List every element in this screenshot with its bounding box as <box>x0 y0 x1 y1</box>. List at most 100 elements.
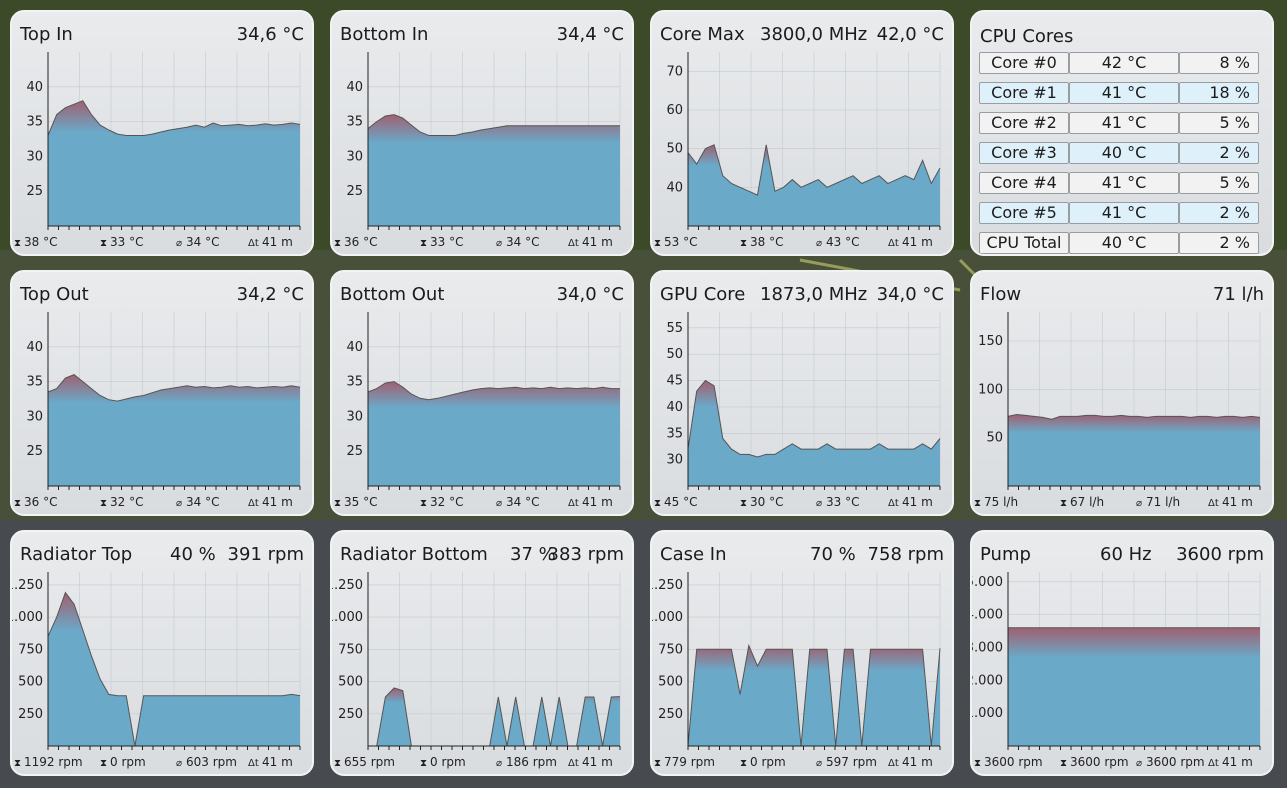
stat-min: 38 °C <box>750 235 783 249</box>
y-tick-label: 150 <box>978 334 1003 349</box>
timespan-icon: Δt <box>888 238 899 249</box>
stat-max: 45 °C <box>664 495 697 509</box>
sensor-chart: 2505007501.0001.250⧗1192 rpm⧗0 rpm⌀603 r… <box>12 572 301 769</box>
panel-header: Top In 34,6 °C <box>20 24 304 48</box>
y-tick-label: 500 <box>18 675 43 690</box>
panel-current-value: 383 rpm <box>547 544 624 565</box>
core-row: Core #3 40 °C 2 % <box>979 142 1259 166</box>
timespan-icon: Δt <box>888 498 899 509</box>
series-area <box>368 688 620 746</box>
timespan-icon: Δt <box>888 758 899 769</box>
core-row: Core #2 41 °C 5 % <box>979 112 1259 136</box>
stat-max: 35 °C <box>344 495 377 509</box>
panel-title: Top Out <box>20 284 89 305</box>
panel-current-value: 42,0 °C <box>876 24 944 45</box>
series-line <box>47 100 301 136</box>
y-tick-label: 50 <box>986 431 1003 446</box>
panel-current-value: 3600 rpm <box>1176 544 1264 565</box>
stat-max: 53 °C <box>664 235 697 249</box>
max-icon: ⧗ <box>14 498 21 509</box>
stat-max: 38 °C <box>24 235 57 249</box>
sensor-chart: 2505007501.0001.250⧗779 rpm⧗0 rpm⌀597 rp… <box>652 572 941 769</box>
series-area <box>1008 414 1260 486</box>
panel-secondary-value: 37 % <box>510 544 556 565</box>
y-tick-label: 1.000 <box>652 610 683 625</box>
series-line <box>367 114 620 136</box>
timespan-icon: Δt <box>248 498 259 509</box>
max-icon: ⧗ <box>654 758 661 769</box>
panel-header: Flow 71 l/h <box>980 284 1264 308</box>
core-row: Core #1 41 °C 18 % <box>979 82 1259 106</box>
panel-title: Pump <box>980 544 1031 565</box>
core-name: Core #2 <box>979 112 1069 134</box>
y-tick-label: 40 <box>26 340 43 355</box>
panel-header: Radiator Bottom 37 % 383 rpm <box>340 544 624 568</box>
panel-top-in: Top In 34,6 °C 25 30 35 40 ⧗ 38 °C ⧗ 33 °C ⌀ 34 °C Δ… <box>10 10 314 256</box>
timespan-icon: Δt <box>1208 758 1219 769</box>
y-tick-label: 30 <box>666 453 683 468</box>
core-load: 8 % <box>1179 52 1259 74</box>
average-icon: ⌀ <box>176 758 182 769</box>
y-tick-label: 35 <box>26 115 43 130</box>
stat-min: 67 l/h <box>1070 495 1104 509</box>
y-tick-label: 40 <box>26 80 43 95</box>
y-tick-label: 250 <box>338 707 363 722</box>
average-icon: ⌀ <box>176 498 182 509</box>
sensor-chart: 1.0002.0003.0004.0005.000⧗3600 rpm⧗3600 … <box>972 572 1261 769</box>
series-area <box>368 114 620 226</box>
timespan-icon: Δt <box>1208 498 1219 509</box>
core-temp: 41 °C <box>1069 172 1179 194</box>
panel-header: Top Out 34,2 °C <box>20 284 304 308</box>
core-load: 5 % <box>1179 112 1259 134</box>
panel-header: Bottom In 34,4 °C <box>340 24 624 48</box>
stat-span: 41 m <box>262 755 293 769</box>
panel-current-value: 758 rpm <box>867 544 944 565</box>
series-area <box>1008 627 1260 746</box>
panel-secondary-value: 70 % <box>810 544 856 565</box>
max-icon: ⧗ <box>14 758 21 769</box>
stat-min: 0 rpm <box>750 755 786 769</box>
panel-title: Top In <box>20 24 73 45</box>
stat-min: 33 °C <box>110 235 143 249</box>
panel-bottom-out: Bottom Out 34,0 °C 25 30 35 40 ⧗ 35 °C ⧗ 32 °C ⌀ 34… <box>330 270 634 516</box>
y-tick-label: 40 <box>346 340 363 355</box>
core-load: 2 % <box>1179 142 1259 164</box>
panel-gpu-core: GPU Core 1873,0 MHz 34,0 °C 30 35 40 45 50 55 ⧗ 45… <box>650 270 954 516</box>
series-line <box>367 381 620 401</box>
y-tick-label: 5.000 <box>972 575 1003 590</box>
core-load: 18 % <box>1179 82 1259 104</box>
panel-current-value: 34,0 °C <box>556 284 624 305</box>
timespan-icon: Δt <box>248 758 259 769</box>
core-name: Core #3 <box>979 142 1069 164</box>
panel-secondary-value: 40 % <box>170 544 216 565</box>
core-temp: 40 °C <box>1069 142 1179 164</box>
stat-span: 41 m <box>1222 755 1253 769</box>
min-icon: ⧗ <box>740 758 747 769</box>
y-tick-label: 1.000 <box>332 610 363 625</box>
series-line <box>1007 413 1261 420</box>
series-line <box>687 144 941 196</box>
core-temp: 42 °C <box>1069 52 1179 74</box>
panel-current-value: 34,0 °C <box>876 284 944 305</box>
panel-secondary-value: 1873,0 MHz <box>760 284 868 305</box>
min-icon: ⧗ <box>1060 498 1067 509</box>
max-icon: ⧗ <box>974 498 981 509</box>
min-icon: ⧗ <box>1060 758 1067 769</box>
core-row: Core #4 41 °C 5 % <box>979 172 1259 196</box>
panel-secondary-value: 60 Hz <box>1100 544 1152 565</box>
panel-current-value: 391 rpm <box>227 544 304 565</box>
stat-avg: 33 °C <box>826 495 859 509</box>
stat-avg: 34 °C <box>186 235 219 249</box>
stat-min: 0 rpm <box>430 755 466 769</box>
series-line <box>47 591 301 747</box>
average-icon: ⌀ <box>1136 498 1142 509</box>
y-tick-label: 50 <box>666 347 683 362</box>
y-tick-label: 750 <box>338 642 363 657</box>
stat-avg: 3600 rpm <box>1146 755 1205 769</box>
panel-current-value: 71 l/h <box>1212 284 1264 305</box>
timespan-icon: Δt <box>248 238 259 249</box>
